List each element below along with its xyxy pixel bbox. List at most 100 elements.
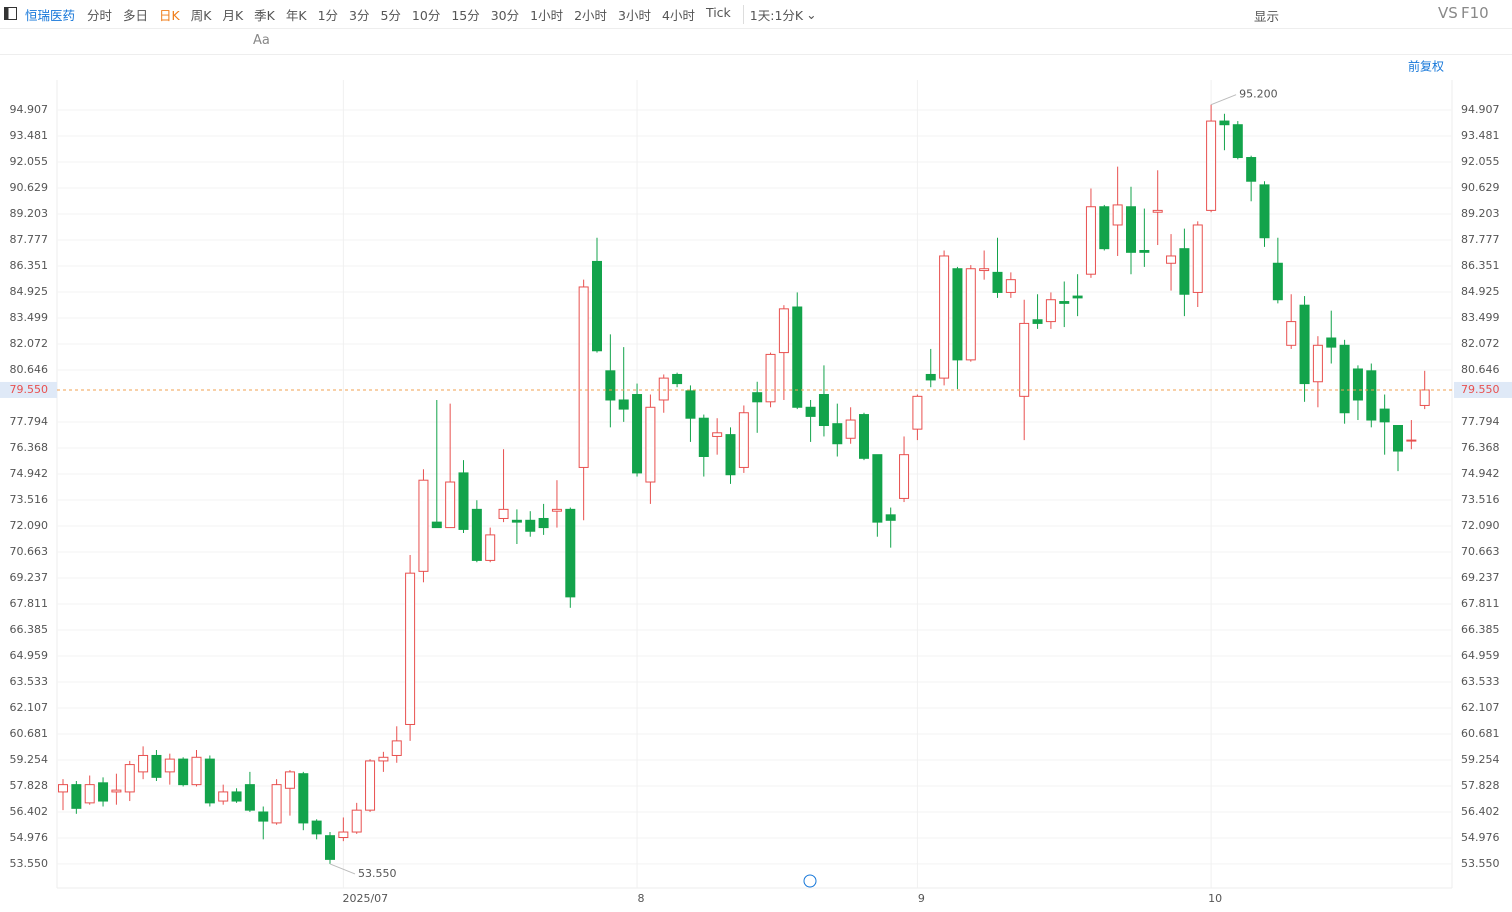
y-tick-label: 57.828 <box>10 779 49 792</box>
candle-body <box>1179 248 1190 295</box>
y-tick-label: 86.351 <box>10 259 49 272</box>
vs-button[interactable]: VS <box>1438 4 1458 22</box>
candle-body <box>111 789 122 793</box>
y-tick-label-right: 64.959 <box>1461 649 1500 662</box>
period-tab[interactable]: 3小时 <box>618 7 651 23</box>
candle-body <box>1272 262 1283 301</box>
candle-body <box>551 508 562 512</box>
candle-body <box>1406 439 1417 442</box>
candle-body <box>365 760 376 811</box>
y-tick-label-right: 90.629 <box>1461 181 1500 194</box>
period-tab[interactable]: 1分 <box>317 7 339 23</box>
y-tick-label-right: 70.663 <box>1461 545 1500 558</box>
last-price-box <box>0 381 57 398</box>
drawing-toolbar: Aa <box>0 29 1512 55</box>
candle-body <box>712 432 723 437</box>
y-tick-label: 84.925 <box>10 285 49 298</box>
y-tick-label: 93.481 <box>10 129 49 142</box>
y-tick-label-right: 57.828 <box>1461 779 1500 792</box>
y-tick-label-right: 63.533 <box>1461 675 1500 688</box>
y-tick-label-right: 82.072 <box>1461 337 1500 350</box>
candle-body <box>271 784 282 824</box>
y-tick-label-right: 59.254 <box>1461 753 1500 766</box>
candle-body <box>872 454 883 523</box>
period-tab[interactable]: 10分 <box>411 7 441 23</box>
candle-body <box>1085 206 1096 275</box>
candle-body <box>538 517 549 529</box>
candle-body <box>1166 255 1177 264</box>
candle-body <box>752 392 763 403</box>
candle-body <box>578 286 589 468</box>
y-tick-label: 94.907 <box>10 103 49 116</box>
period-tab[interactable]: 4小时 <box>662 7 695 23</box>
period-tab[interactable]: 5分 <box>380 7 401 23</box>
candle-body <box>992 271 1003 293</box>
candle-body <box>298 773 309 824</box>
y-tick-label-right: 60.681 <box>1461 727 1500 740</box>
period-tab[interactable]: 季K <box>254 7 275 23</box>
candle-body <box>1099 206 1110 250</box>
y-tick-label: 62.107 <box>10 701 49 714</box>
candle-body <box>859 414 869 459</box>
candle-body <box>391 740 402 756</box>
period-tab[interactable]: 2小时 <box>574 7 608 23</box>
period-tab[interactable]: 15分 <box>451 7 480 23</box>
candle-body <box>178 758 189 786</box>
max-pointer <box>1210 94 1237 106</box>
candle-body <box>899 454 910 499</box>
candle-body <box>1206 120 1217 211</box>
candle-body <box>1126 206 1136 253</box>
adjust-button[interactable]: 前复权 <box>1408 59 1444 74</box>
period-tab[interactable]: 月K <box>222 7 244 23</box>
period-tab[interactable]: 周K <box>190 7 212 23</box>
period-tab[interactable]: 多日 <box>123 7 149 23</box>
event-icon[interactable] <box>803 874 817 888</box>
y-tick-label: 74.942 <box>10 467 49 480</box>
y-tick-label-right: 89.203 <box>1461 207 1500 220</box>
candle-body <box>925 373 936 381</box>
y-tick-label: 87.777 <box>10 233 49 246</box>
period-tab[interactable]: 30分 <box>490 7 520 23</box>
period-tab[interactable]: 日K <box>159 7 180 23</box>
f10-button[interactable]: F10 <box>1461 4 1489 22</box>
x-tick-label: 9 <box>918 892 925 905</box>
x-tick-label: 8 <box>638 892 645 905</box>
period-list: 分时 多日 日K 周K 月K 季K 年K 1分 3分 5分 10分 15分 30分 1小时 2小时 3小时 4小… <box>87 5 731 24</box>
period-tab[interactable]: Tick <box>705 4 731 20</box>
period-tab[interactable]: 年K <box>285 7 307 23</box>
last-price-box-right <box>1454 381 1512 398</box>
y-tick-label-right: 83.499 <box>1461 311 1500 324</box>
period-tab[interactable]: 分时 <box>87 7 113 23</box>
y-tick-label-right: 54.976 <box>1461 831 1500 844</box>
candle-body <box>431 521 442 529</box>
candle-body <box>845 419 856 439</box>
panel-icon[interactable] <box>3 6 19 22</box>
x-tick-label: 2025/07 <box>342 892 388 905</box>
y-tick-label-right: 56.402 <box>1461 805 1500 818</box>
candle-body <box>124 764 135 793</box>
candle-body <box>939 255 950 379</box>
candle-body <box>218 791 229 802</box>
display-menu[interactable]: 显示 <box>1254 9 1280 24</box>
y-tick-label: 53.550 <box>10 857 49 870</box>
candle-body <box>632 394 643 474</box>
candle-body <box>1045 299 1056 323</box>
y-tick-label-right: 53.550 <box>1461 857 1500 870</box>
stock-name[interactable]: 恒瑞医药 <box>25 7 76 23</box>
interval[interactable]: 1天:1分K <box>742 4 803 24</box>
period-tab[interactable]: 3分 <box>349 7 370 23</box>
candle-body <box>565 508 576 598</box>
period-tab[interactable]: 1小时 <box>530 7 564 23</box>
candle-body <box>164 758 175 773</box>
y-tick-label-right: 67.811 <box>1461 597 1500 610</box>
candle-body <box>418 479 429 572</box>
y-tick-label: 54.976 <box>10 831 49 844</box>
candle-body <box>818 394 829 427</box>
text-tool[interactable]: Aa <box>253 33 270 48</box>
candle-body <box>1246 157 1257 182</box>
candle-body <box>1286 321 1297 346</box>
candle-body <box>605 370 616 401</box>
candle-body <box>1005 279 1016 293</box>
